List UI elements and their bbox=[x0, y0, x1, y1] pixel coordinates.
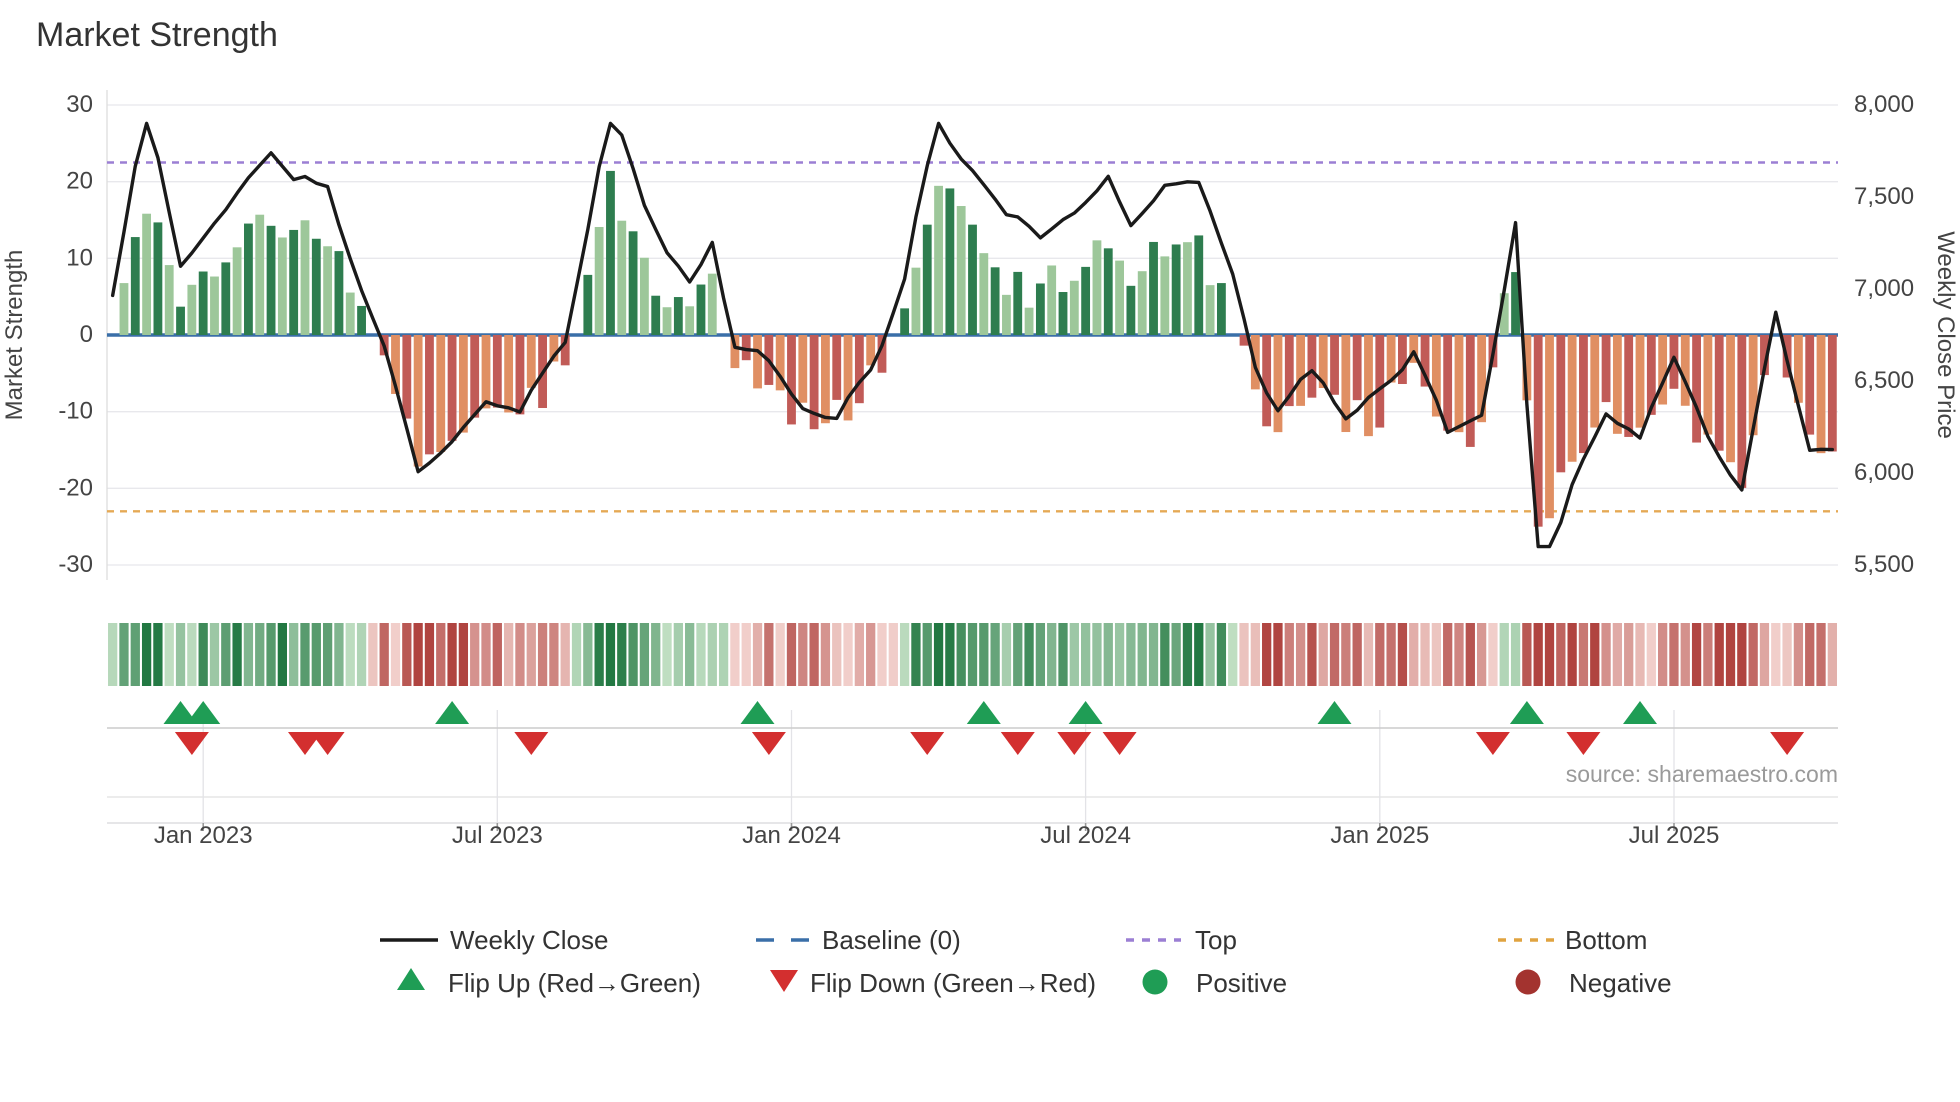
svg-text:Negative: Negative bbox=[1569, 968, 1672, 998]
svg-text:0: 0 bbox=[80, 321, 93, 348]
svg-text:Market Strength: Market Strength bbox=[36, 16, 278, 54]
svg-text:8,000: 8,000 bbox=[1854, 91, 1914, 118]
svg-text:20: 20 bbox=[66, 168, 93, 195]
svg-text:Weekly Close: Weekly Close bbox=[450, 925, 608, 955]
svg-text:Weekly Close Price: Weekly Close Price bbox=[1932, 231, 1959, 439]
svg-text:10: 10 bbox=[66, 244, 93, 271]
svg-text:-30: -30 bbox=[58, 551, 93, 578]
svg-text:Jan 2023: Jan 2023 bbox=[154, 822, 253, 849]
svg-text:-20: -20 bbox=[58, 474, 93, 501]
svg-text:6,500: 6,500 bbox=[1854, 367, 1914, 394]
svg-text:Market Strength: Market Strength bbox=[1, 250, 28, 421]
svg-text:source: sharemaestro.com: source: sharemaestro.com bbox=[1566, 761, 1838, 787]
svg-text:-10: -10 bbox=[58, 398, 93, 425]
svg-text:Baseline (0): Baseline (0) bbox=[822, 925, 961, 955]
svg-text:Bottom: Bottom bbox=[1565, 925, 1647, 955]
svg-text:7,500: 7,500 bbox=[1854, 183, 1914, 210]
svg-text:Flip Up (Red→Green): Flip Up (Red→Green) bbox=[448, 968, 701, 998]
svg-text:Jul 2025: Jul 2025 bbox=[1629, 822, 1720, 849]
svg-text:30: 30 bbox=[66, 91, 93, 118]
svg-text:Jul 2024: Jul 2024 bbox=[1040, 822, 1131, 849]
svg-text:Jul 2023: Jul 2023 bbox=[452, 822, 543, 849]
svg-text:Top: Top bbox=[1195, 925, 1237, 955]
svg-text:5,500: 5,500 bbox=[1854, 551, 1914, 578]
svg-text:Positive: Positive bbox=[1196, 968, 1287, 998]
svg-text:Jan 2025: Jan 2025 bbox=[1330, 822, 1429, 849]
svg-text:Jan 2024: Jan 2024 bbox=[742, 822, 841, 849]
svg-text:6,000: 6,000 bbox=[1854, 459, 1914, 486]
svg-text:7,000: 7,000 bbox=[1854, 275, 1914, 302]
svg-text:Flip Down (Green→Red): Flip Down (Green→Red) bbox=[810, 968, 1096, 998]
